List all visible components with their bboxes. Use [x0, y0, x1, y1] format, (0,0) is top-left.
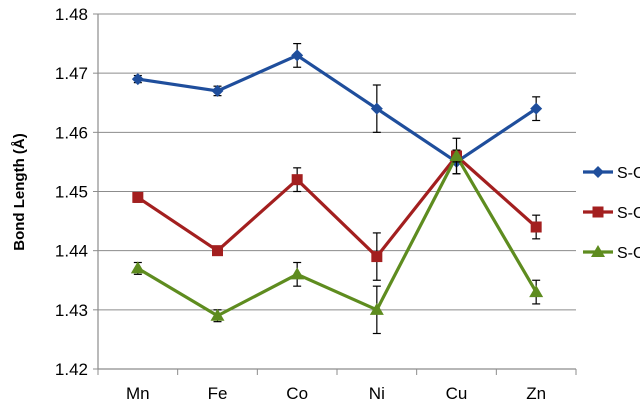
data-point-s-o3 — [210, 308, 225, 321]
y-tick-label: 1.47 — [55, 64, 88, 83]
series-s-o2 — [131, 42, 543, 175]
x-tick-label: Ni — [369, 384, 385, 403]
data-point-s-o3 — [529, 285, 544, 298]
legend-item-s-o1: S-O1 — [583, 205, 640, 222]
data-point-s-o1 — [291, 174, 303, 186]
y-tick-label: 1.42 — [55, 360, 88, 379]
data-point-s-o3 — [449, 149, 464, 161]
x-tick-label: Fe — [208, 384, 228, 403]
series-line-s-o2 — [137, 53, 538, 164]
gridlines — [98, 13, 576, 311]
x-tick-label: Co — [286, 384, 308, 403]
data-point-s-o3 — [290, 267, 305, 280]
data-point-s-o1 — [132, 191, 144, 203]
series-s-o1 — [132, 137, 542, 281]
series-line-s-o3 — [137, 154, 538, 318]
legend-label: S-O2 — [617, 165, 640, 182]
y-tick-label: 1.46 — [55, 123, 88, 142]
x-tick-label: Zn — [526, 384, 546, 403]
legend-item-s-o3: S-O3 — [583, 245, 640, 262]
x-tick-labels: Mn Fe Co Ni Cu Zn — [126, 384, 546, 403]
y-tick-labels: 1.42 1.43 1.44 1.45 1.46 1.47 1.48 — [55, 5, 88, 379]
series-s-o3 — [130, 149, 544, 335]
data-point-s-o2 — [131, 73, 144, 86]
data-point-s-o3 — [130, 261, 145, 274]
data-point-s-o1 — [371, 251, 383, 263]
legend-marker-s-o3 — [591, 245, 605, 257]
axes — [93, 13, 577, 375]
data-point-s-o2 — [291, 49, 304, 62]
y-tick-label: 1.44 — [55, 242, 88, 261]
x-tick-label: Mn — [126, 384, 150, 403]
legend-marker-s-o2 — [592, 166, 604, 178]
series-layer — [130, 42, 544, 335]
legend-item-s-o2: S-O2 — [583, 165, 640, 182]
data-point-s-o1 — [212, 245, 223, 257]
data-point-s-o3 — [369, 302, 384, 315]
data-point-s-o2 — [370, 102, 383, 115]
data-point-s-o1 — [530, 221, 542, 233]
legend-label: S-O3 — [617, 245, 640, 262]
legend-marker-s-o1 — [592, 206, 604, 218]
series-line-s-o1 — [136, 154, 538, 259]
x-tick-label: Cu — [446, 384, 468, 403]
legend-label: S-O1 — [617, 205, 640, 222]
y-axis-title: Bond Length (Å) — [11, 133, 28, 250]
legend: S-O2 S-O1 S-O3 — [583, 165, 640, 262]
y-tick-label: 1.48 — [55, 5, 88, 24]
data-point-s-o2 — [530, 102, 543, 115]
y-tick-label: 1.43 — [55, 301, 88, 320]
data-point-s-o2 — [211, 84, 224, 97]
y-tick-label: 1.45 — [55, 183, 88, 202]
